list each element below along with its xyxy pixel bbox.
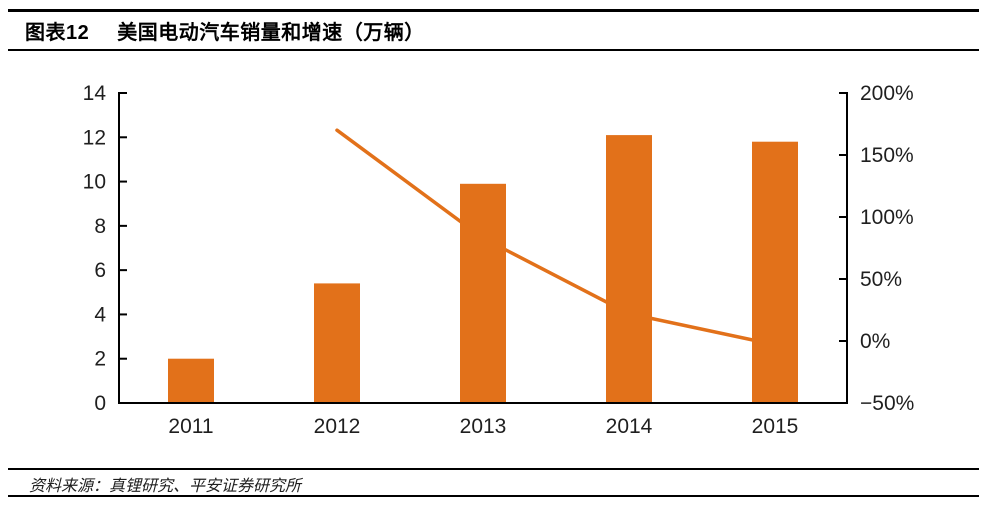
right-y-tick-label: −50% [860,392,914,415]
figure-number: 图表12 [25,22,90,44]
footer-bottom-rule [8,495,979,497]
x-tick-label: 2015 [752,415,799,438]
sales-bar-2012 [314,283,360,403]
left-y-tick-label: 12 [83,126,106,149]
left-y-tick-label: 10 [83,171,106,194]
left-y-tick-label: 2 [94,348,106,371]
data-source-note: 资料来源：真锂研究、平安证券研究所 [29,478,302,495]
sales-bar-2013 [460,183,506,403]
x-tick-label: 2011 [168,415,213,438]
right-y-tick-label: 0% [860,330,890,353]
left-y-tick-label: 8 [94,215,106,238]
right-y-tick-label: 150% [860,144,914,167]
right-y-tick-label: 100% [860,206,914,229]
left-y-tick-label: 0 [94,392,106,415]
figure-title: 图表12 美国电动汽车销量和增速（万辆） [25,16,425,45]
sales-bar-2015 [752,141,798,403]
x-tick-label: 2014 [606,415,653,438]
right-y-tick-label: 50% [860,268,902,291]
x-tick-label: 2013 [460,415,507,438]
left-y-tick-label: 6 [94,259,106,282]
growth-rate-line [335,128,777,347]
sales-bar-2014 [606,135,652,403]
top-rule [8,9,979,12]
left-y-tick-label: 14 [83,82,107,105]
left-y-tick-label: 4 [94,303,106,326]
right-y-tick-label: 200% [860,82,914,105]
title-divider-rule [8,49,979,51]
footer-top-rule [8,468,979,470]
sales-bar-2011 [168,358,214,403]
x-tick-label: 2012 [314,415,361,438]
figure-title-text: 美国电动汽车销量和增速（万辆） [117,22,425,44]
